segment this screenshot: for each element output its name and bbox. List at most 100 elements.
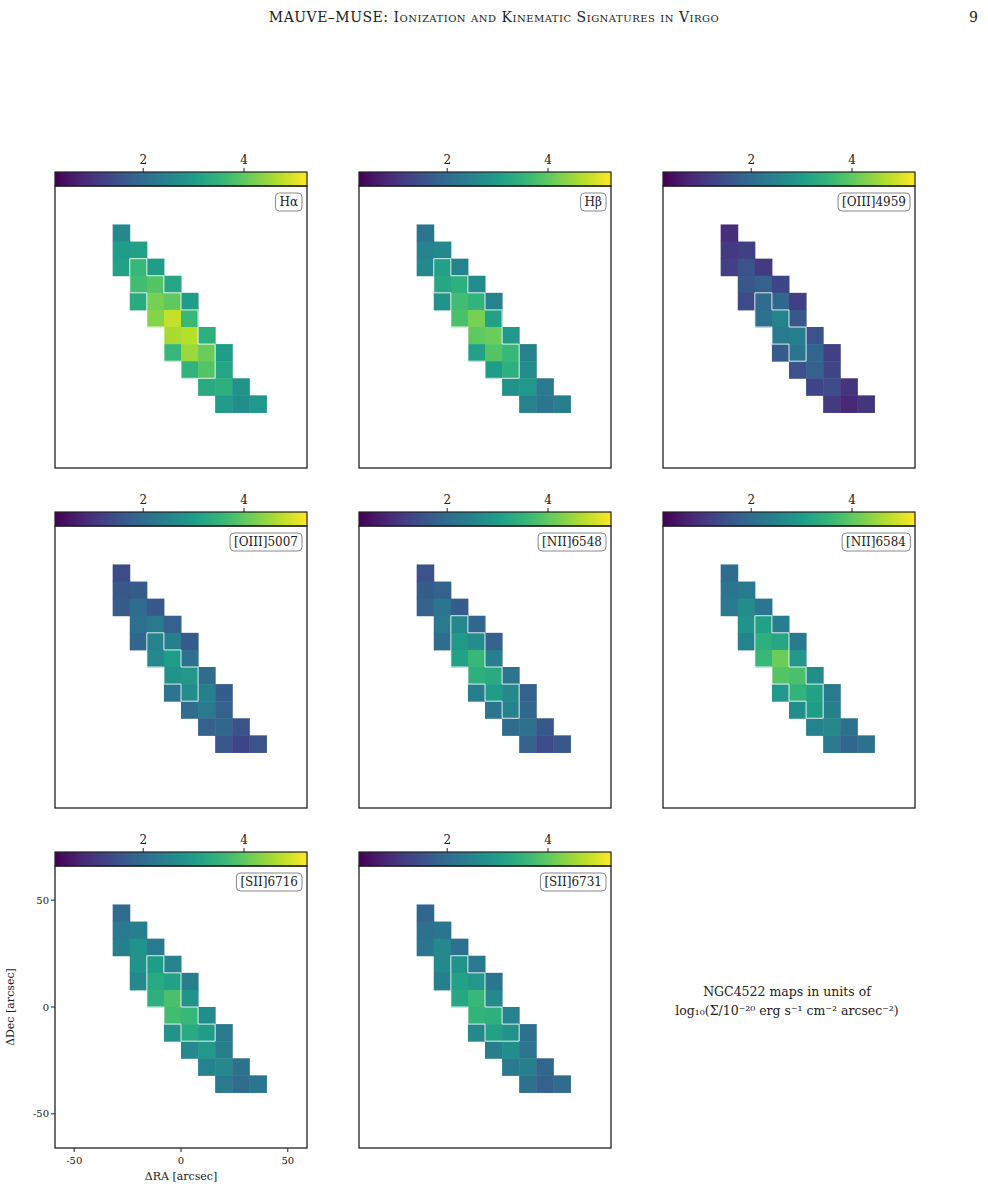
colorbar-tick-label: 4 — [848, 153, 856, 167]
map-cell — [434, 293, 452, 311]
map-cell — [164, 327, 182, 345]
map-cell — [164, 344, 182, 362]
map-cell — [113, 224, 131, 242]
map-cell — [434, 922, 452, 940]
map-cell — [417, 939, 435, 957]
map-cell — [738, 242, 756, 260]
map-cell — [806, 344, 824, 362]
map-cell — [451, 276, 469, 294]
map-cell — [147, 293, 165, 311]
map-cell — [468, 667, 486, 685]
colorbar — [359, 512, 611, 526]
map-cell — [130, 276, 148, 294]
map-cell — [215, 1041, 233, 1059]
map-cell — [147, 616, 165, 634]
map-cell — [417, 564, 435, 582]
contour — [147, 633, 198, 701]
map — [113, 904, 267, 1093]
colorbar — [55, 512, 307, 526]
map-cell — [130, 293, 148, 311]
map-cell — [502, 684, 520, 702]
panel-title: [NII]6548 — [542, 535, 602, 549]
map-cell — [806, 667, 824, 685]
map-cell — [417, 599, 435, 617]
map-cell — [755, 616, 773, 634]
map-cell — [130, 616, 148, 634]
map-cell — [485, 684, 503, 702]
map-cell — [519, 1024, 537, 1042]
map-cell — [198, 361, 216, 379]
map-cell — [198, 1007, 216, 1025]
page: MAUVE–MUSE: Ionization and Kinematic Sig… — [0, 0, 988, 1194]
map-cell — [164, 973, 182, 991]
map-cell — [434, 242, 452, 260]
map-cell — [215, 378, 233, 396]
map-cell — [468, 327, 486, 345]
map-cell — [721, 259, 739, 277]
map-cell — [113, 922, 131, 940]
panel-title-box — [842, 533, 910, 551]
map-cell — [738, 293, 756, 311]
map-cell — [215, 735, 233, 753]
map-cell — [553, 395, 571, 413]
panel-title: [OIII]5007 — [234, 535, 298, 549]
map-cell — [468, 973, 486, 991]
map-cell — [772, 310, 790, 328]
colorbar-tick-label: 4 — [544, 153, 552, 167]
map-cell — [857, 395, 875, 413]
map-cell — [536, 395, 554, 413]
map-cell — [519, 378, 537, 396]
colorbar-tick-label: 2 — [747, 493, 755, 507]
colorbar — [55, 172, 307, 186]
map-cell — [721, 242, 739, 260]
map-cell — [181, 667, 199, 685]
map-cell — [721, 224, 739, 242]
y-tick — [51, 900, 55, 901]
colorbar-tick-label: 4 — [240, 833, 248, 847]
map-cell — [147, 633, 165, 651]
panel-title: Hβ — [585, 195, 602, 209]
map-cell — [215, 395, 233, 413]
map-cell — [215, 1075, 233, 1093]
map-cell — [772, 684, 790, 702]
map-cell — [215, 684, 233, 702]
map-cell — [434, 276, 452, 294]
map-cell — [130, 259, 148, 277]
map-cell — [468, 293, 486, 311]
colorbar-tick-label: 2 — [139, 493, 147, 507]
map-cell — [164, 293, 182, 311]
map-cell — [451, 650, 469, 668]
colorbar-tick — [852, 508, 853, 512]
colorbar-tick-label: 2 — [139, 153, 147, 167]
map-cell — [164, 650, 182, 668]
map-cell — [502, 1058, 520, 1076]
contour — [130, 259, 215, 379]
map-cell — [502, 667, 520, 685]
frame — [663, 186, 915, 468]
map-cell — [823, 344, 841, 362]
map-cell — [755, 276, 773, 294]
map-cell — [485, 1024, 503, 1042]
map-cell — [772, 293, 790, 311]
map-cell — [113, 904, 131, 922]
colorbar-tick — [447, 168, 448, 172]
colorbar-tick-label: 4 — [544, 833, 552, 847]
map-cell — [789, 650, 807, 668]
map-cell — [215, 1058, 233, 1076]
map-cell — [519, 344, 537, 362]
x-tick-label: 0 — [178, 1155, 184, 1166]
map-cell — [502, 361, 520, 379]
map-cell — [164, 616, 182, 634]
map-cell — [249, 735, 267, 753]
y-axis-title: ΔDec [arcsec] — [4, 968, 17, 1046]
map-cell — [738, 276, 756, 294]
page-number: 9 — [969, 9, 978, 25]
map-cell — [823, 735, 841, 753]
map-cell — [502, 1007, 520, 1025]
map-cell — [823, 718, 841, 736]
map-cell — [738, 599, 756, 617]
map-cell — [738, 633, 756, 651]
map-cell — [181, 990, 199, 1008]
colorbar-tick-label: 4 — [544, 493, 552, 507]
map-cell — [485, 310, 503, 328]
